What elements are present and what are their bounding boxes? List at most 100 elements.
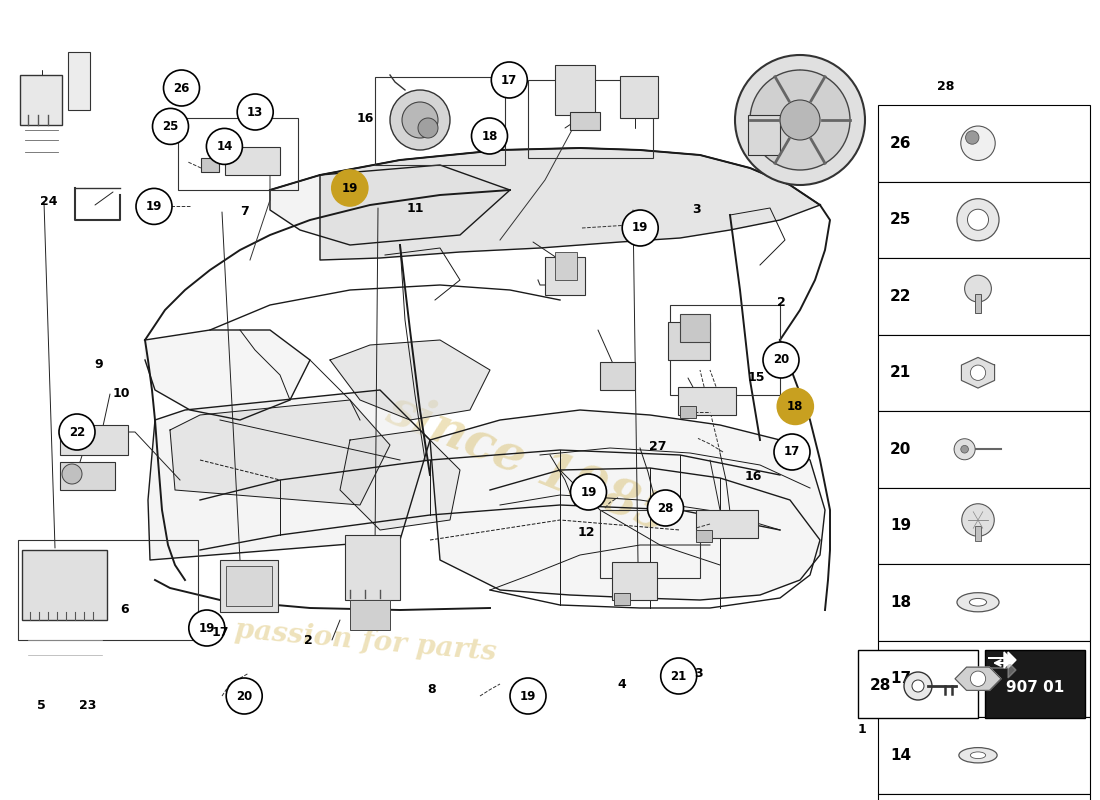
Bar [975, 294, 981, 314]
Circle shape [904, 672, 932, 700]
Text: a passion for parts: a passion for parts [207, 614, 497, 666]
Text: 18: 18 [890, 594, 911, 610]
Text: 10: 10 [112, 387, 130, 400]
Circle shape [648, 490, 683, 526]
Polygon shape [988, 652, 1012, 668]
Text: 13: 13 [248, 106, 263, 118]
Circle shape [966, 131, 979, 144]
Polygon shape [145, 330, 310, 420]
Bar [612, 562, 657, 600]
Bar [670, 305, 780, 395]
Text: 25: 25 [890, 212, 912, 227]
Circle shape [136, 188, 172, 224]
Bar [60, 462, 116, 490]
Circle shape [661, 658, 696, 694]
Circle shape [954, 438, 975, 460]
Circle shape [332, 170, 367, 206]
Polygon shape [961, 358, 994, 388]
Text: 17: 17 [890, 671, 911, 686]
Circle shape [571, 474, 606, 510]
Bar [878, 334, 1090, 411]
Bar [20, 75, 62, 125]
Text: 14: 14 [217, 140, 232, 153]
Circle shape [778, 388, 813, 424]
Text: 19: 19 [890, 518, 911, 534]
Polygon shape [430, 410, 825, 600]
Bar [878, 182, 1090, 258]
Text: 20: 20 [890, 442, 912, 457]
Text: 20: 20 [773, 354, 789, 366]
Text: 9: 9 [95, 358, 103, 370]
Text: 23: 23 [79, 699, 97, 712]
Circle shape [472, 118, 507, 154]
Circle shape [238, 94, 273, 130]
Circle shape [750, 70, 850, 170]
Ellipse shape [959, 747, 997, 763]
Circle shape [763, 342, 799, 378]
Text: 21: 21 [671, 670, 686, 682]
Polygon shape [340, 430, 460, 530]
Bar [345, 535, 400, 600]
Circle shape [957, 198, 999, 241]
Circle shape [623, 210, 658, 246]
Text: 25: 25 [163, 120, 178, 133]
Circle shape [774, 434, 810, 470]
Circle shape [970, 365, 986, 380]
Text: 15: 15 [748, 371, 766, 384]
Bar [878, 564, 1090, 641]
Polygon shape [990, 662, 1016, 678]
Circle shape [961, 504, 994, 536]
Text: 2: 2 [304, 634, 312, 646]
Text: 17: 17 [784, 446, 800, 458]
Bar [350, 600, 390, 630]
Polygon shape [990, 652, 1016, 668]
Text: 19: 19 [520, 690, 536, 702]
Bar [878, 258, 1090, 334]
Bar [226, 566, 272, 606]
Circle shape [510, 678, 546, 714]
Circle shape [62, 464, 82, 484]
Text: 22: 22 [890, 289, 912, 304]
Text: 14: 14 [890, 748, 911, 762]
Circle shape [912, 680, 924, 692]
Bar [178, 118, 298, 190]
Text: 28: 28 [658, 502, 673, 514]
Polygon shape [955, 667, 1001, 690]
Ellipse shape [969, 598, 987, 606]
Circle shape [960, 446, 968, 453]
Circle shape [402, 102, 438, 138]
Bar [68, 52, 90, 110]
Text: 28: 28 [937, 80, 955, 93]
Circle shape [780, 100, 820, 140]
Text: 16: 16 [356, 112, 374, 125]
Polygon shape [148, 390, 430, 560]
Text: 19: 19 [199, 622, 214, 634]
Circle shape [59, 414, 95, 450]
Bar [556, 252, 578, 280]
Circle shape [735, 55, 865, 185]
Bar [375, 77, 505, 165]
Text: 3: 3 [692, 203, 701, 216]
Text: 22: 22 [69, 426, 85, 438]
Circle shape [965, 275, 991, 302]
Text: 907 01: 907 01 [1005, 680, 1064, 695]
Text: 19: 19 [146, 200, 162, 213]
Text: 17: 17 [211, 626, 229, 638]
Text: 2: 2 [777, 296, 785, 309]
Circle shape [153, 108, 188, 144]
Text: 18: 18 [482, 130, 497, 142]
Bar [614, 593, 630, 605]
Text: 19: 19 [632, 222, 648, 234]
Bar [975, 526, 981, 541]
Text: 5: 5 [37, 699, 46, 712]
Bar [620, 76, 658, 118]
Bar [680, 406, 696, 418]
Bar [984, 650, 1085, 718]
Circle shape [390, 90, 450, 150]
Bar [878, 105, 1090, 182]
Text: 16: 16 [745, 470, 762, 482]
Bar [544, 257, 585, 295]
Bar [60, 425, 128, 455]
Polygon shape [320, 148, 820, 260]
Bar [600, 362, 635, 390]
